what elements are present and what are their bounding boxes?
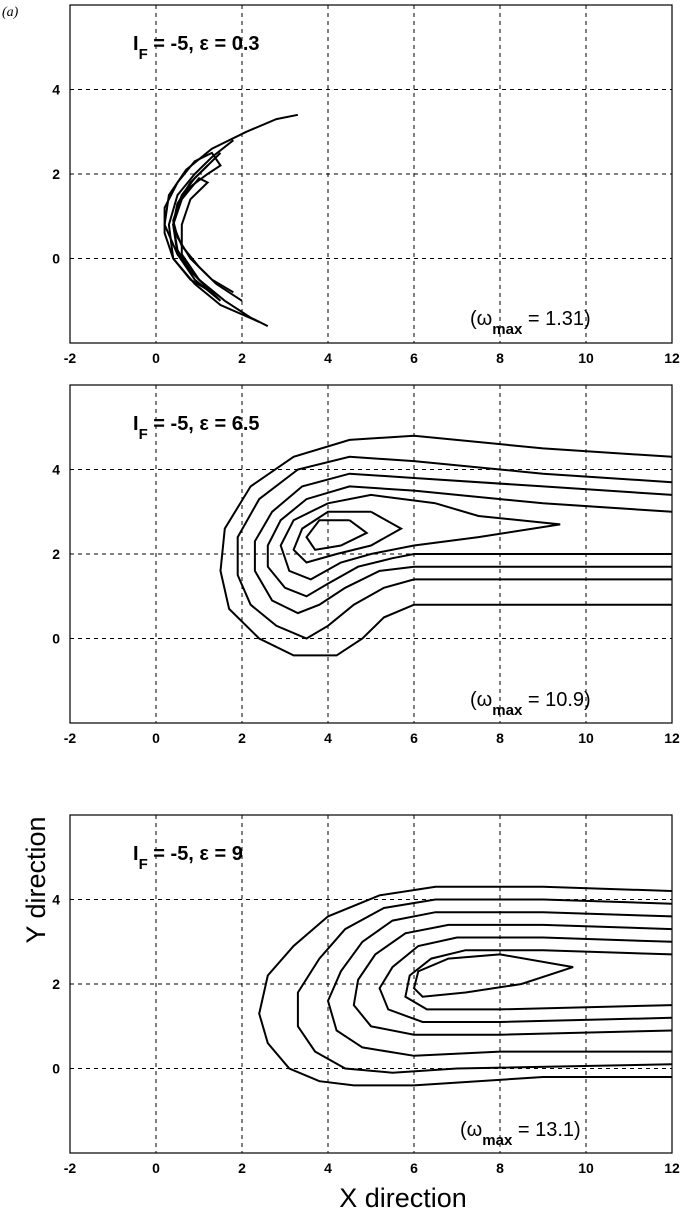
contour-line bbox=[172, 176, 222, 302]
y-tick-label: 4 bbox=[52, 82, 60, 98]
panel-1: -2 0 2 4 6 8 10 12 0 2 4 IF = -5, ε = 0.3 (ωmax = 1.… bbox=[52, 4, 680, 366]
x-tick-label: 6 bbox=[410, 350, 418, 366]
omega-max-annotation: (ωmax = 13.1) bbox=[460, 1119, 581, 1149]
x-tick-label: 2 bbox=[238, 350, 246, 366]
x-tick-label: 10 bbox=[578, 1160, 594, 1176]
panel-title: IF = -5, ε = 9 bbox=[133, 843, 243, 873]
x-tick-label: 12 bbox=[664, 1160, 680, 1176]
contour-line bbox=[172, 164, 234, 294]
plot-frame bbox=[69, 814, 673, 1154]
x-tick-label: 2 bbox=[238, 730, 246, 746]
x-tick-label: 0 bbox=[152, 1160, 160, 1176]
x-tick-label: 6 bbox=[410, 730, 418, 746]
contour-line bbox=[404, 949, 673, 1011]
x-tick-label: 4 bbox=[324, 350, 332, 366]
y-axis-label: Y direction bbox=[21, 816, 51, 943]
x-axis-label: X direction bbox=[339, 1183, 467, 1213]
contour-line bbox=[378, 936, 673, 1023]
contour-line bbox=[167, 139, 260, 323]
x-tick-label: 8 bbox=[496, 350, 504, 366]
x-tick-label: 10 bbox=[578, 350, 594, 366]
y-tick-label: 0 bbox=[52, 251, 60, 267]
panel-title: IF = -5, ε = 0.3 bbox=[133, 33, 260, 63]
y-tick-label: 2 bbox=[52, 546, 60, 562]
x-tick-label: 2 bbox=[238, 1160, 246, 1176]
y-tick-label: 2 bbox=[52, 976, 60, 992]
x-tick-label: -2 bbox=[64, 1160, 77, 1176]
contour-line bbox=[236, 455, 673, 640]
panel-title: IF = -5, ε = 6.5 bbox=[133, 413, 260, 443]
x-tick-label: 0 bbox=[152, 730, 160, 746]
contour-panels: -2 0 2 4 6 8 10 12 0 2 4 IF = -5, ε = 0.3 (ωmax = 1.… bbox=[52, 4, 680, 1176]
x-tick-label: 8 bbox=[496, 1160, 504, 1176]
contour-line bbox=[326, 911, 673, 1057]
y-tick-label: 4 bbox=[52, 462, 60, 478]
contour-line bbox=[253, 472, 673, 615]
panel-2: -2 0 2 4 6 8 10 12 0 2 4 IF = -5, ε = 6.5 (ωmax = 10… bbox=[52, 384, 680, 746]
contour-line bbox=[292, 510, 404, 564]
x-tick-label: 8 bbox=[496, 730, 504, 746]
contour-line bbox=[163, 113, 299, 327]
contour-line bbox=[305, 519, 369, 551]
contour-line bbox=[412, 953, 574, 998]
y-tick-label: 2 bbox=[52, 166, 60, 182]
y-tick-label: 0 bbox=[52, 1061, 60, 1077]
x-tick-label: 6 bbox=[410, 1160, 418, 1176]
contour-line bbox=[266, 485, 673, 598]
x-tick-label: 0 bbox=[152, 350, 160, 366]
contour-line bbox=[219, 434, 673, 657]
contour-line bbox=[279, 493, 561, 581]
plot-frame bbox=[69, 4, 673, 344]
x-tick-label: 12 bbox=[664, 350, 680, 366]
x-tick-label: -2 bbox=[64, 730, 77, 746]
contour-line bbox=[258, 885, 673, 1087]
x-tick-label: -2 bbox=[64, 350, 77, 366]
y-tick-label: 0 bbox=[52, 631, 60, 647]
x-tick-label: 4 bbox=[324, 730, 332, 746]
contour-line bbox=[296, 898, 673, 1074]
x-tick-label: 4 bbox=[324, 1160, 332, 1176]
x-tick-label: 12 bbox=[664, 730, 680, 746]
panel-label: (a) bbox=[2, 5, 19, 20]
x-tick-label: 10 bbox=[578, 730, 594, 746]
y-tick-label: 4 bbox=[52, 892, 60, 908]
omega-max-annotation: (ωmax = 10.9) bbox=[470, 689, 591, 719]
contour-line bbox=[352, 923, 673, 1036]
panel-3: -2 0 2 4 6 8 10 12 0 2 4 IF = -5, ε = 9 (ωmax = 13.1… bbox=[52, 814, 680, 1176]
omega-max-annotation: (ωmax = 1.31) bbox=[470, 308, 591, 338]
